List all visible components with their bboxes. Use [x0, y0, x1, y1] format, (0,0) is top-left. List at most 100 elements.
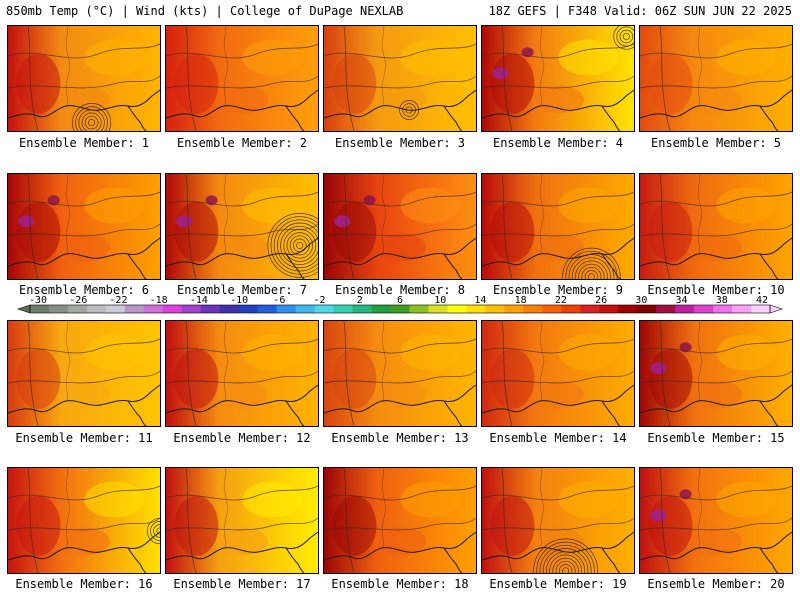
color-swatch — [200, 305, 221, 313]
ensemble-member-label: Ensemble Member: 14 — [489, 431, 627, 445]
color-swatch — [219, 305, 240, 313]
ensemble-map-16 — [7, 467, 161, 574]
colorbar-tick-label: -2 — [314, 296, 326, 306]
colorbar-tick-label: 14 — [474, 296, 486, 306]
ensemble-map-20 — [639, 467, 793, 574]
ensemble-member-label: Ensemble Member: 8 — [334, 283, 466, 297]
color-swatch — [428, 305, 448, 313]
ensemble-map-19 — [481, 467, 635, 574]
ensemble-map-6 — [7, 173, 161, 280]
ensemble-member-label: Ensemble Member: 5 — [650, 136, 782, 150]
ensemble-member-label: Ensemble Member: 7 — [176, 283, 308, 297]
color-swatch — [751, 305, 771, 313]
color-swatch — [48, 305, 69, 313]
ensemble-map-4 — [481, 25, 635, 132]
color-swatch — [447, 305, 467, 313]
color-swatch — [713, 305, 733, 313]
ensemble-member-label: Ensemble Member: 11 — [15, 431, 153, 445]
color-swatch — [371, 305, 392, 313]
ensemble-member-label: Ensemble Member: 15 — [647, 431, 785, 445]
color-swatch — [295, 305, 316, 313]
colorbar-tick-label: 10 — [434, 296, 446, 306]
ensemble-member-label: Ensemble Member: 16 — [15, 577, 153, 591]
color-swatch — [675, 305, 695, 313]
colorbar-right-arrow — [769, 304, 783, 314]
color-swatch — [181, 305, 202, 313]
color-scale-bar: -30 -26 -22 -18 -14 -10 -6 -2 2 6 10 14 18 22 26 30 34 38… — [17, 296, 783, 314]
colorbar-tick-label: 18 — [515, 296, 527, 306]
color-swatch — [390, 305, 410, 313]
ensemble-map-9 — [481, 173, 635, 280]
color-swatch — [162, 305, 183, 313]
color-swatch — [504, 305, 524, 313]
ensemble-map-1 — [7, 25, 161, 132]
color-swatch — [333, 305, 354, 313]
ensemble-member-label: Ensemble Member: 10 — [647, 283, 785, 297]
colorbar-tick-label: -30 — [29, 296, 47, 306]
color-swatch — [105, 305, 126, 313]
colorbar-tick-label: 38 — [716, 296, 728, 306]
color-swatch — [637, 305, 657, 313]
color-swatch — [86, 305, 107, 313]
colorbar-tick-label: -14 — [190, 296, 208, 306]
ensemble-member-label: Ensemble Member: 3 — [334, 136, 466, 150]
color-swatch — [257, 305, 278, 313]
color-swatch — [732, 305, 752, 313]
ensemble-map-18 — [323, 467, 477, 574]
ensemble-map-15 — [639, 320, 793, 427]
colorbar-tick-label: -10 — [230, 296, 248, 306]
ensemble-member-label: Ensemble Member: 20 — [647, 577, 785, 591]
ensemble-map-14 — [481, 320, 635, 427]
ensemble-map-7 — [165, 173, 319, 280]
color-swatch — [485, 305, 505, 313]
ensemble-member-label: Ensemble Member: 19 — [489, 577, 627, 591]
color-swatch — [580, 305, 600, 313]
ensemble-map-10 — [639, 173, 793, 280]
colorbar-tick-label: 26 — [595, 296, 607, 306]
ensemble-map-13 — [323, 320, 477, 427]
ensemble-member-label: Ensemble Member: 17 — [173, 577, 311, 591]
color-swatch — [409, 305, 429, 313]
color-swatch — [30, 305, 50, 313]
colorbar-left-arrow — [17, 304, 31, 314]
ensemble-member-label: Ensemble Member: 12 — [173, 431, 311, 445]
color-swatch — [143, 305, 164, 313]
color-swatch — [276, 305, 297, 313]
ensemble-map-8 — [323, 173, 477, 280]
color-swatch — [599, 305, 619, 313]
ensemble-member-label: Ensemble Member: 18 — [331, 577, 469, 591]
colorbar-tick-label: 30 — [635, 296, 647, 306]
colorbar-tick-label: -22 — [109, 296, 127, 306]
colorbar-tick-label: 42 — [756, 296, 768, 306]
ensemble-member-label: Ensemble Member: 2 — [176, 136, 308, 150]
ensemble-member-label: Ensemble Member: 13 — [331, 431, 469, 445]
colorbar-tick-label: 2 — [357, 296, 363, 306]
color-swatch — [124, 305, 145, 313]
color-swatch — [238, 305, 259, 313]
ensemble-map-2 — [165, 25, 319, 132]
color-swatch — [561, 305, 581, 313]
color-swatch — [314, 305, 335, 313]
ensemble-map-3 — [323, 25, 477, 132]
colorbar-tick-label: -18 — [150, 296, 168, 306]
ensemble-map-17 — [165, 467, 319, 574]
header-title: 850mb Temp (°C) | Wind (kts) | College o… — [6, 4, 404, 18]
ensemble-map-11 — [7, 320, 161, 427]
color-swatch — [542, 305, 562, 313]
colorbar-tick-label: 34 — [676, 296, 688, 306]
colorbar-tick-label: -6 — [273, 296, 285, 306]
color-swatch — [656, 305, 676, 313]
color-swatch — [352, 305, 373, 313]
ensemble-member-label: Ensemble Member: 9 — [492, 283, 624, 297]
ensemble-member-label: Ensemble Member: 6 — [18, 283, 150, 297]
color-swatch — [466, 305, 486, 313]
colorbar-tick-label: -26 — [69, 296, 87, 306]
colorbar-tick-label: 6 — [397, 296, 403, 306]
colorbar-tick-label: 22 — [555, 296, 567, 306]
ensemble-map-5 — [639, 25, 793, 132]
color-swatch — [67, 305, 88, 313]
ensemble-member-label: Ensemble Member: 1 — [18, 136, 150, 150]
color-swatch — [618, 305, 638, 313]
color-swatch — [523, 305, 543, 313]
header-valid-time: 18Z GEFS | F348 Valid: 06Z SUN JUN 22 20… — [488, 4, 792, 18]
